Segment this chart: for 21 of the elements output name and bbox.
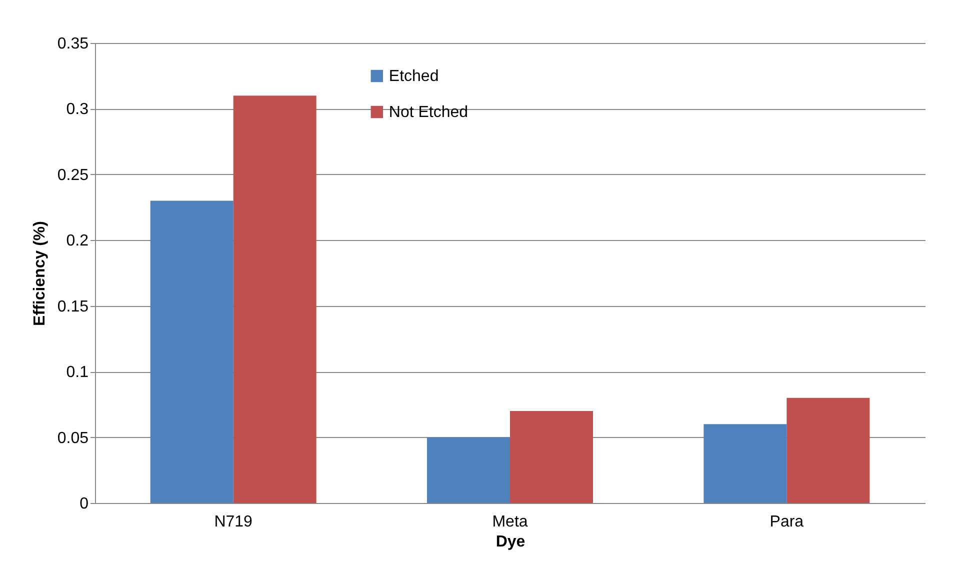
y-tick-label: 0 [80,496,89,512]
legend-label: Etched [388,68,439,85]
bar [233,96,316,503]
bar [704,424,787,503]
y-tick-label: 0.3 [66,101,89,118]
bar [510,411,593,503]
y-tick-label: 0.15 [57,298,89,316]
x-tick-label: N719 [214,514,253,530]
y-tick-label: 0.35 [57,36,89,52]
bar [150,200,234,503]
x-tick-label: Para [770,514,804,530]
y-axis-title: Efficiency (%) [31,221,48,326]
y-tick-label: 0.1 [66,364,89,382]
x-axis-title: Dye [496,534,526,550]
y-tick-label: 0.25 [57,166,89,184]
x-tick-label: Meta [492,514,528,530]
legend-label: Not Etched [388,104,468,121]
bar [427,437,510,503]
y-tick-label: 0.05 [57,430,89,447]
bar [786,398,870,503]
y-tick-label: 0.2 [66,232,89,250]
